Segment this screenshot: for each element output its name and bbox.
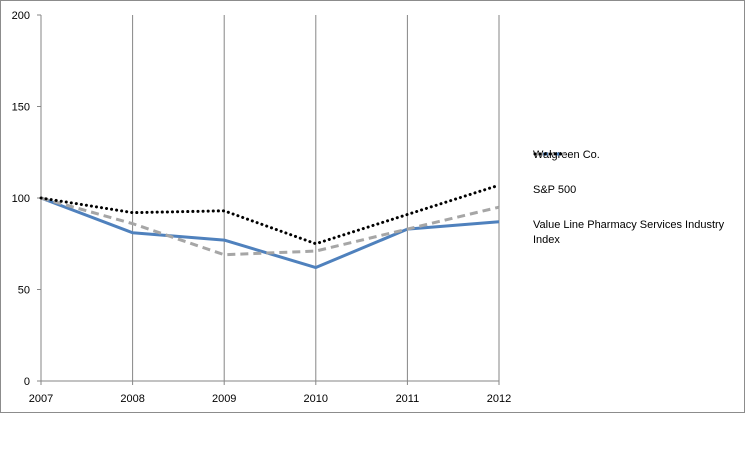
legend-label: Value Line Pharmacy Services Industry In… — [533, 219, 725, 246]
x-tick-label: 2007 — [29, 393, 53, 405]
series-lines — [39, 183, 501, 270]
x-tick-label: 2011 — [396, 393, 420, 405]
y-tick-label: 200 — [12, 10, 30, 22]
y-tick-label: 100 — [12, 193, 30, 205]
legend: Walgreen Co. S&P 500 Value Line Pharmacy S… — [533, 148, 738, 268]
legend-item: S&P 500 — [533, 152, 738, 198]
x-tick-labels: 2007 2008 2009 2010 2011 2012 — [29, 381, 511, 405]
legend-label: Walgreen Co. — [533, 149, 600, 161]
legend-swatch — [533, 152, 567, 156]
grid-lines — [132, 15, 500, 381]
chart-area — [0, 0, 745, 413]
y-tick-label: 150 — [12, 102, 30, 114]
series-line-1 — [40, 196, 500, 257]
legend-label: S&P 500 — [533, 184, 577, 196]
x-tick-label: 2009 — [212, 393, 236, 405]
y-tick-label: 50 — [18, 285, 30, 297]
y-tick-label: 0 — [24, 376, 30, 388]
x-tick-label: 2010 — [304, 393, 328, 405]
axes — [40, 15, 499, 382]
series-line-2 — [39, 183, 501, 246]
series-line-0 — [40, 196, 500, 270]
legend-item: Value Line Pharmacy Services Industry In… — [533, 152, 738, 248]
y-tick-labels: 0 50 100 150 200 — [12, 10, 41, 388]
x-tick-label: 2008 — [120, 393, 144, 405]
x-tick-label: 2012 — [487, 393, 511, 405]
